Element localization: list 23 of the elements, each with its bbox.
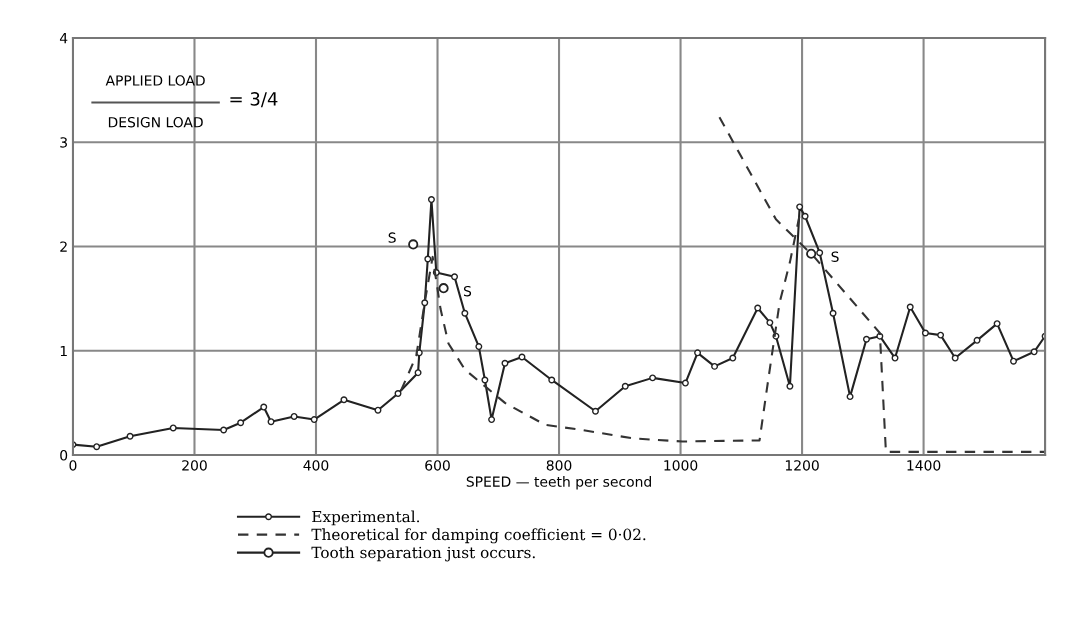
- legend-label: Tooth separation just occurs.: [311, 546, 535, 562]
- legend-label: Theoretical for damping coefficient = 0·02.: [311, 528, 646, 544]
- x-tick-label: 400: [303, 460, 329, 471]
- annotation: S: [831, 251, 839, 262]
- annotation: S: [388, 232, 396, 243]
- x-tick-label: 600: [425, 460, 450, 471]
- y-tick-label: 1: [60, 345, 67, 357]
- x-tick-label: 1200: [785, 460, 819, 471]
- y-tick-label: 0: [60, 450, 68, 461]
- legend-label: Experimental.: [312, 510, 420, 526]
- annotation: DESIGN LOAD: [108, 116, 203, 128]
- y-tick-label: 2: [60, 241, 67, 252]
- x-tick-label: 0: [69, 460, 77, 471]
- annotation: APPLIED LOAD: [105, 75, 205, 86]
- x-tick-label: 800: [546, 460, 572, 471]
- x-tick-label: 1400: [907, 460, 941, 471]
- x-tick-label: 200: [182, 460, 207, 471]
- annotation: S: [463, 285, 472, 297]
- y-tick-label: 3: [60, 137, 67, 148]
- annotation: = 3/4: [230, 92, 278, 108]
- x-tick-label: 1000: [664, 460, 698, 471]
- x-axis-title: SPEED — teeth per second: [466, 476, 651, 490]
- y-tick-label: 4: [59, 33, 68, 44]
